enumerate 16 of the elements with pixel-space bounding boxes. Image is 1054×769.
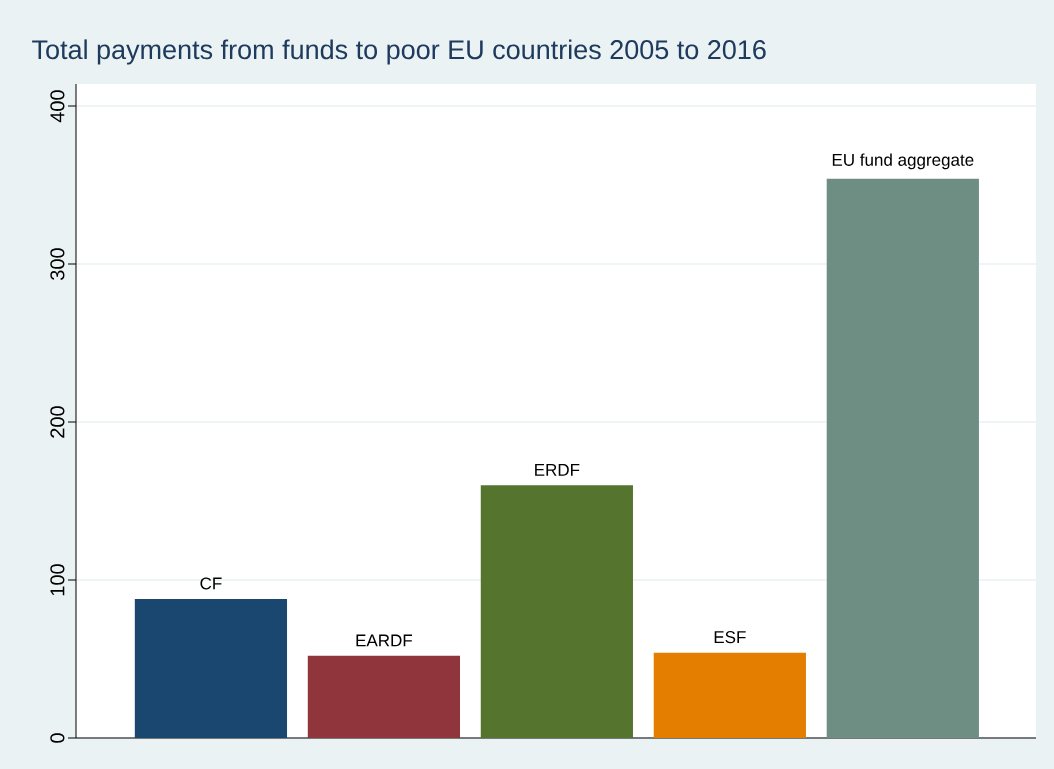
x-tick-label: ESF	[714, 631, 746, 644]
bar	[826, 178, 979, 738]
y-tick-label: 0	[50, 733, 65, 743]
x-tick-label: CF	[200, 577, 222, 590]
y-tick-label: 200	[50, 406, 65, 438]
bar	[480, 485, 633, 738]
x-tick-label: EU fund aggregate	[832, 153, 974, 170]
y-tick-label: 400	[50, 90, 65, 123]
bar	[134, 598, 288, 738]
chart-title: Total payments from funds to poor EU countries 2005 to 2016	[32, 39, 766, 65]
y-tick-label: 300	[50, 248, 65, 280]
x-tick-label: ERDF	[535, 464, 580, 476]
y-tick-label: 100	[50, 564, 65, 596]
bar	[653, 652, 806, 738]
x-tick-label: EARDF	[356, 634, 413, 647]
bar	[307, 655, 461, 738]
